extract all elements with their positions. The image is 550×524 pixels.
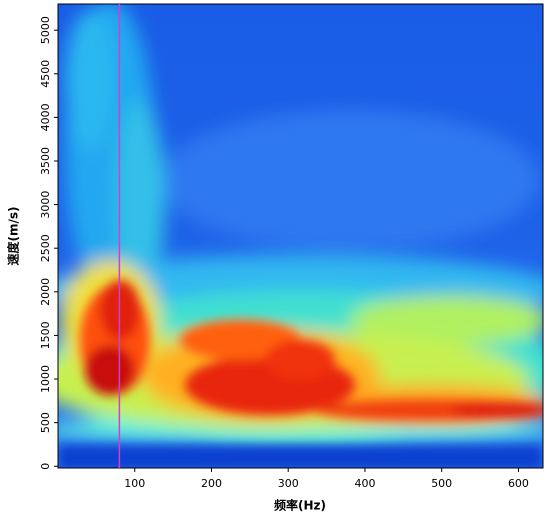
x-tick-label: 600 <box>508 477 529 490</box>
y-tick-label: 2000 <box>39 278 52 306</box>
y-tick-label: 5000 <box>39 16 52 44</box>
y-tick-label: 500 <box>39 412 52 433</box>
y-tick-label: 0 <box>39 463 52 470</box>
heatmap-image <box>58 4 543 468</box>
x-tick-label: 500 <box>431 477 452 490</box>
x-tick-label: 300 <box>278 477 299 490</box>
x-tick-label: 400 <box>354 477 375 490</box>
y-tick-label: 2500 <box>39 234 52 262</box>
x-tick-label: 200 <box>201 477 222 490</box>
y-tick-label: 1000 <box>39 365 52 393</box>
y-tick-label: 1500 <box>39 321 52 349</box>
y-tick-label: 3000 <box>39 191 52 219</box>
plot-frame <box>57 3 544 469</box>
x-axis-title: 频率(Hz) <box>274 498 326 513</box>
x-tick-label: 100 <box>124 477 145 490</box>
y-tick-label: 4000 <box>39 103 52 131</box>
y-tick-label: 3500 <box>39 147 52 175</box>
y-tick-label: 4500 <box>39 60 52 88</box>
y-axis-title: 速度(m/s) <box>6 207 21 266</box>
